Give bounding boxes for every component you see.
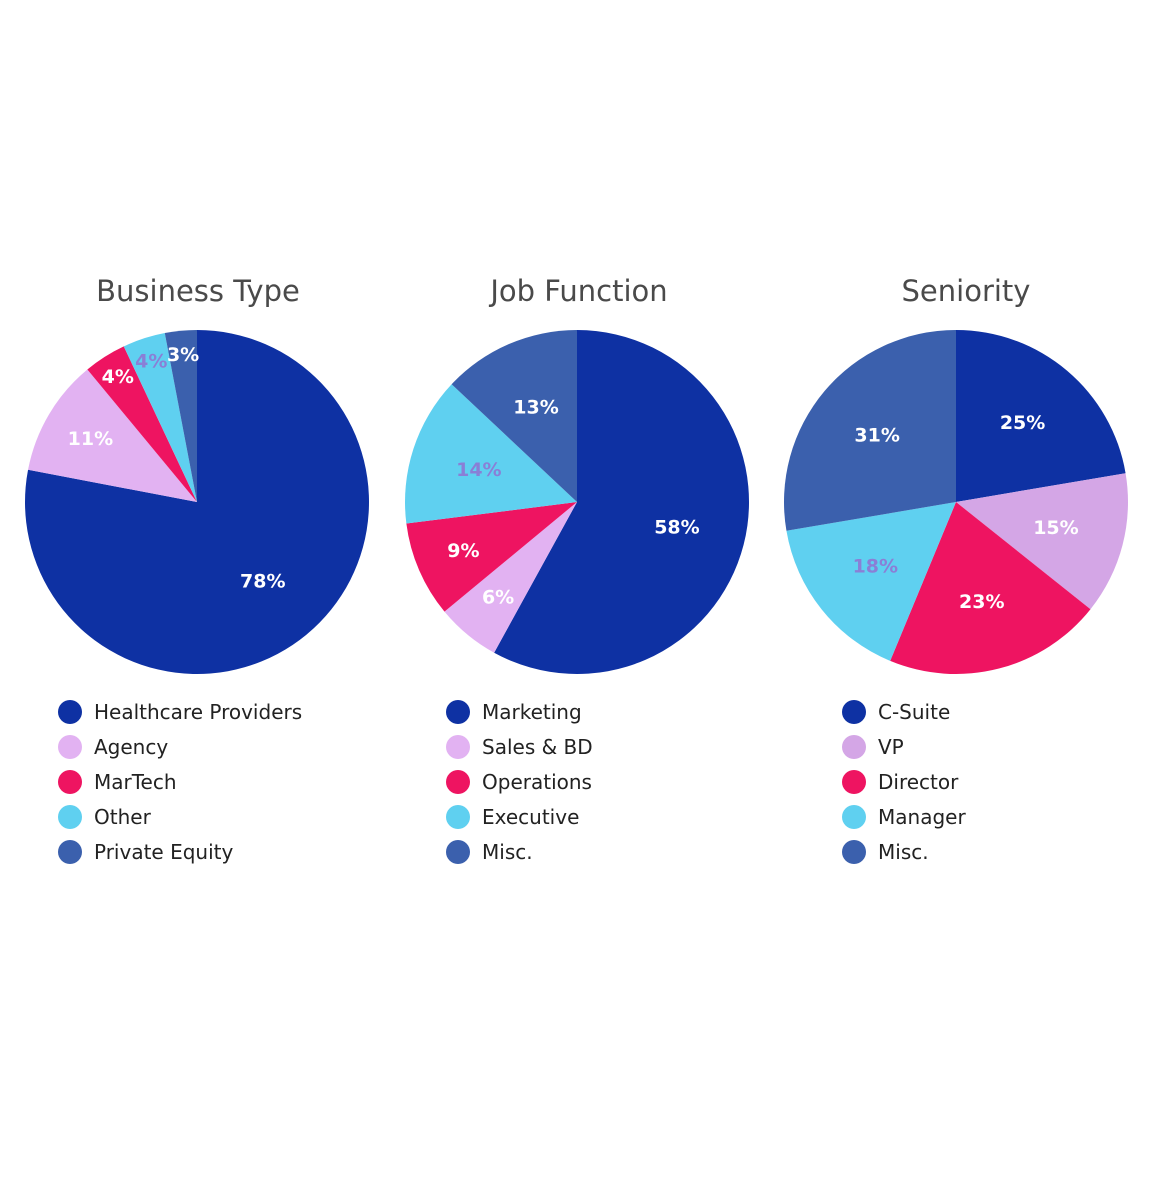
- data-label-other: 4%: [135, 350, 167, 372]
- legend-label-director: Director: [878, 769, 959, 794]
- data-label-director: 23%: [959, 591, 1004, 613]
- legend-label-martech: MarTech: [94, 769, 177, 794]
- legend-item-operations: Operations: [446, 764, 593, 799]
- data-label-manager: 18%: [853, 555, 898, 577]
- chart-title-job-function: Job Function: [490, 274, 668, 308]
- legend-item-agency: Agency: [58, 729, 302, 764]
- data-label-executive: 14%: [456, 459, 501, 481]
- pie-slice-martech: [87, 346, 197, 502]
- legend-swatch-other: [58, 804, 82, 829]
- legend-swatch-vp: [842, 734, 866, 759]
- legend-swatch-c-suite: [842, 699, 866, 724]
- legend-swatch-marketing: [446, 699, 470, 724]
- chart-title-business-type: Business Type: [96, 274, 300, 308]
- legend-swatch-sales-and-bd: [446, 734, 470, 759]
- pie-slice-vp: [956, 473, 1129, 610]
- legend-label-misc: Misc.: [878, 839, 929, 864]
- legend-seniority: C-Suite VP Director Manager Misc.: [842, 694, 966, 869]
- pie-slice-c-suite: [956, 330, 1126, 502]
- legend-business-type: Healthcare Providers Agency MarTech Other Pr…: [58, 694, 302, 869]
- data-label-agency: 11%: [68, 428, 113, 450]
- legend-label-vp: VP: [878, 734, 904, 759]
- legend-item-martech: MarTech: [58, 764, 302, 799]
- pie-slice-operations: [406, 502, 577, 612]
- data-label-c-suite: 25%: [1000, 412, 1045, 434]
- pie-slice-director: [890, 502, 1091, 675]
- legend-label-c-suite: C-Suite: [878, 699, 951, 724]
- data-label-private-equity: 3%: [167, 344, 199, 366]
- legend-label-manager: Manager: [878, 804, 966, 829]
- legend-item-misc: Misc.: [842, 834, 966, 869]
- pie-slice-healthcare-providers: [25, 330, 370, 674]
- legend-swatch-misc: [842, 839, 866, 864]
- pie-slice-private-equity: [164, 330, 197, 502]
- legend-label-marketing: Marketing: [482, 699, 582, 724]
- legend-item-sales-and-bd: Sales & BD: [446, 729, 593, 764]
- pie-slice-misc: [784, 330, 956, 531]
- legend-item-healthcare-providers: Healthcare Providers: [58, 694, 302, 729]
- legend-label-private-equity: Private Equity: [94, 839, 234, 864]
- legend-label-other: Other: [94, 804, 151, 829]
- legend-item-executive: Executive: [446, 799, 593, 834]
- pie-chart-seniority: 25% 15% 23% 18% 31%: [784, 330, 1129, 675]
- legend-swatch-executive: [446, 804, 470, 829]
- pie-slice-misc: [451, 330, 577, 502]
- legend-item-private-equity: Private Equity: [58, 834, 302, 869]
- pie-chart-business-type: 78%11%4%4% 3%: [25, 330, 370, 674]
- pie-slice-sales-and-bd: [444, 502, 577, 653]
- legend-label-executive: Executive: [482, 804, 580, 829]
- data-label-vp: 15%: [1033, 517, 1078, 539]
- legend-swatch-agency: [58, 734, 82, 759]
- legend-item-misc: Misc.: [446, 834, 593, 869]
- legend-swatch-manager: [842, 804, 866, 829]
- legend-label-operations: Operations: [482, 769, 592, 794]
- legend-label-misc: Misc.: [482, 839, 533, 864]
- legend-swatch-martech: [58, 769, 82, 794]
- data-label-misc: 13%: [513, 396, 558, 418]
- pie-slice-executive: [405, 384, 577, 524]
- data-label-operations: 9%: [447, 540, 479, 562]
- legend-label-agency: Agency: [94, 734, 169, 759]
- data-label-marketing: 58%: [654, 517, 699, 539]
- legend-swatch-misc: [446, 839, 470, 864]
- data-label-misc: 31%: [854, 424, 899, 446]
- pie-slice-marketing: [494, 330, 750, 674]
- legend-swatch-private-equity: [58, 839, 82, 864]
- data-label-sales-and-bd: 6%: [482, 586, 514, 608]
- legend-swatch-operations: [446, 769, 470, 794]
- legend-swatch-director: [842, 769, 866, 794]
- legend-label-healthcare-providers: Healthcare Providers: [94, 699, 303, 724]
- pie-slice-manager: [786, 502, 956, 661]
- legend-item-director: Director: [842, 764, 966, 799]
- pie-slice-agency: [28, 369, 197, 502]
- legend-item-manager: Manager: [842, 799, 966, 834]
- legend-item-vp: VP: [842, 729, 966, 764]
- data-label-martech: 4%: [102, 366, 134, 388]
- legend-label-sales-and-bd: Sales & BD: [482, 734, 593, 759]
- legend-item-marketing: Marketing: [446, 694, 593, 729]
- legend-item-c-suite: C-Suite: [842, 694, 966, 729]
- pie-chart-job-function: 58% 6% 9% 14% 13%: [405, 330, 750, 674]
- data-label-healthcare-providers: 78%: [240, 571, 285, 593]
- legend-item-other: Other: [58, 799, 302, 834]
- legend-job-function: Marketing Sales & BD Operations Executive Mi…: [446, 694, 593, 869]
- legend-swatch-healthcare-providers: [58, 699, 82, 724]
- pie-slice-other: [123, 333, 197, 502]
- chart-title-seniority: Seniority: [901, 274, 1031, 308]
